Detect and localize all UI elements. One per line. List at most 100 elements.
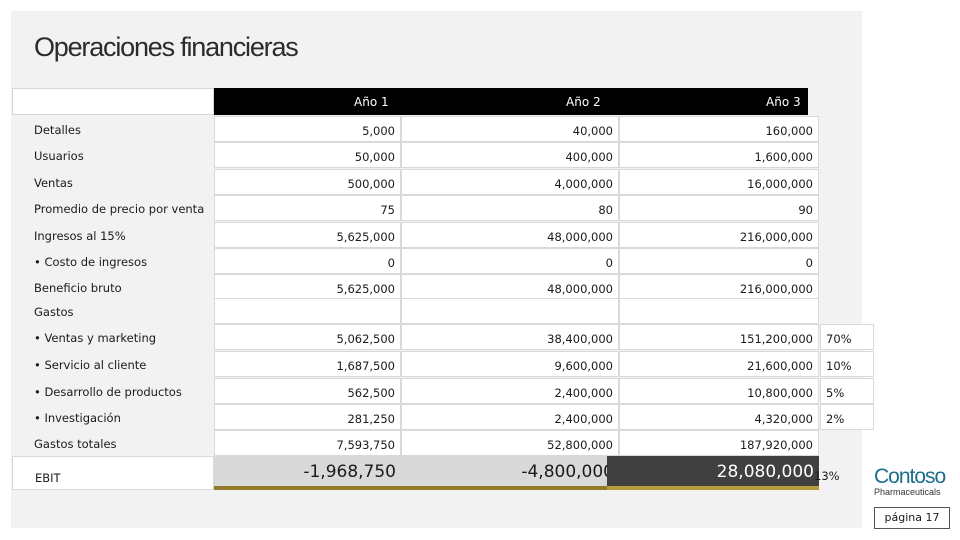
table-row: Detalles 5,000 40,000 160,000 [12, 116, 819, 142]
cell-value: 400,000 [565, 150, 613, 164]
cell-value: 80 [598, 203, 613, 217]
cell-value: 4,320,000 [754, 412, 813, 426]
row-label-cell: Ingresos al 15% [12, 222, 214, 248]
value-cell-year-1: 7,593,750 [214, 430, 401, 456]
value-cell-year-1: 75 [214, 195, 401, 221]
cell-value: 38,400,000 [547, 332, 613, 346]
cell-value: 187,920,000 [739, 438, 813, 452]
value-cell-year-1: 5,000 [214, 116, 401, 142]
cell-value: 0 [805, 256, 813, 270]
value-cell-year-3: 4,320,000 [619, 404, 819, 430]
row-label-cell: • Investigación [12, 404, 214, 430]
table-row: • Desarrollo de productos 562,500 2,400,00… [12, 378, 874, 404]
row-label-cell: Gastos [12, 298, 214, 324]
ebit-value-year-3: 28,080,000 [607, 456, 819, 486]
value-cell-year-3: 1,600,000 [619, 142, 819, 168]
value-cell-year-2: 9,600,000 [401, 351, 619, 377]
column-header-year-1: Año 1 [354, 95, 389, 109]
cell-value: 52,800,000 [547, 438, 613, 452]
value-cell-year-3: 216,000,000 [619, 274, 819, 300]
percentage-cell: 5% [820, 378, 874, 404]
cell-value: 2,400,000 [554, 412, 613, 426]
ebit-value-year-2: -4,800,000 [401, 456, 619, 486]
value-cell-year-1: 50,000 [214, 142, 401, 168]
row-label-cell: • Desarrollo de productos [12, 378, 214, 404]
row-label-cell: • Servicio al cliente [12, 351, 214, 377]
cell-value: 5,062,500 [336, 332, 395, 346]
value-cell-year-2: 48,000,000 [401, 274, 619, 300]
cell-value: 28,080,000 [716, 462, 814, 482]
row-label: • Costo de ingresos [34, 255, 148, 269]
table-row: • Ventas y marketing 5,062,500 38,400,000 1… [12, 324, 874, 350]
value-cell-year-3: 90 [619, 195, 819, 221]
cell-value: 2,400,000 [554, 386, 613, 400]
value-cell-year-1: 0 [214, 248, 401, 274]
value-cell-year-2: 0 [401, 248, 619, 274]
row-label-cell: • Ventas y marketing [12, 324, 214, 350]
page-title: Operaciones financieras [34, 32, 299, 62]
cell-value: 40,000 [572, 124, 613, 138]
row-label-cell: Detalles [12, 116, 214, 142]
cell-value: 281,250 [347, 412, 395, 426]
cell-value: 10,800,000 [747, 386, 813, 400]
row-label: Detalles [34, 123, 81, 137]
percentage-value: 70% [826, 332, 852, 346]
value-cell-year-1: 5,625,000 [214, 222, 401, 248]
ebit-row: EBIT -1,968,750 -4,800,000 28,080,000 13… [12, 456, 862, 490]
value-cell-year-3: 160,000 [619, 116, 819, 142]
header-blank-cell [12, 88, 214, 115]
cell-value: 0 [387, 256, 395, 270]
percentage-value: 5% [826, 386, 845, 400]
value-cell-year-3 [619, 298, 819, 324]
row-label: Gastos [34, 305, 74, 319]
value-cell-year-2: 40,000 [401, 116, 619, 142]
cell-value: 1,600,000 [754, 150, 813, 164]
value-cell-year-3: 10,800,000 [619, 378, 819, 404]
value-cell-year-1: 1,687,500 [214, 351, 401, 377]
table-row: • Costo de ingresos 0 0 0 [12, 248, 819, 274]
cell-value: 5,625,000 [336, 230, 395, 244]
value-cell-year-2: 2,400,000 [401, 404, 619, 430]
value-cell-year-3: 187,920,000 [619, 430, 819, 456]
cell-value: 50,000 [354, 150, 395, 164]
value-cell-year-1: 5,062,500 [214, 324, 401, 350]
row-label: Ventas [34, 176, 73, 190]
gold-underline [214, 486, 619, 490]
cell-value: 0 [605, 256, 613, 270]
cell-value: 48,000,000 [547, 230, 613, 244]
row-label-cell: Beneficio bruto [12, 274, 214, 300]
logo-name: Contoso [874, 465, 946, 488]
row-label-cell: EBIT [12, 456, 214, 490]
cell-value: -1,968,750 [303, 462, 396, 482]
percentage-value: 2% [826, 412, 845, 426]
cell-value: 9,600,000 [554, 359, 613, 373]
value-cell-year-2 [401, 298, 619, 324]
cell-value: 160,000 [765, 124, 813, 138]
value-cell-year-1: 5,625,000 [214, 274, 401, 300]
row-label: • Investigación [34, 411, 121, 425]
cell-value: 4,000,000 [554, 177, 613, 191]
table-row: Beneficio bruto 5,625,000 48,000,000 216,00… [12, 274, 819, 300]
row-label: Usuarios [34, 149, 84, 163]
table-row: Gastos [12, 298, 819, 324]
cell-value: 216,000,000 [739, 282, 813, 296]
row-label-cell: Usuarios [12, 142, 214, 168]
cell-value: 5,625,000 [336, 282, 395, 296]
value-cell-year-2: 2,400,000 [401, 378, 619, 404]
value-cell-year-1: 281,250 [214, 404, 401, 430]
value-cell-year-3: 0 [619, 248, 819, 274]
value-cell-year-3: 21,600,000 [619, 351, 819, 377]
table-row: Ingresos al 15% 5,625,000 48,000,000 216,00… [12, 222, 819, 248]
percentage-value: 10% [826, 359, 852, 373]
cell-value: 151,200,000 [739, 332, 813, 346]
row-label-cell: Gastos totales [12, 430, 214, 456]
ebit-percentage: 13% [814, 469, 840, 483]
row-label: • Servicio al cliente [34, 358, 147, 372]
value-cell-year-3: 16,000,000 [619, 169, 819, 195]
row-label: • Desarrollo de productos [34, 385, 182, 399]
table-row: Gastos totales 7,593,750 52,800,000 187,920… [12, 430, 819, 456]
column-header-year-3: Año 3 [766, 95, 801, 109]
row-label: Beneficio bruto [34, 281, 122, 295]
cell-value: 75 [380, 203, 395, 217]
gold-underline-highlight [607, 486, 819, 490]
